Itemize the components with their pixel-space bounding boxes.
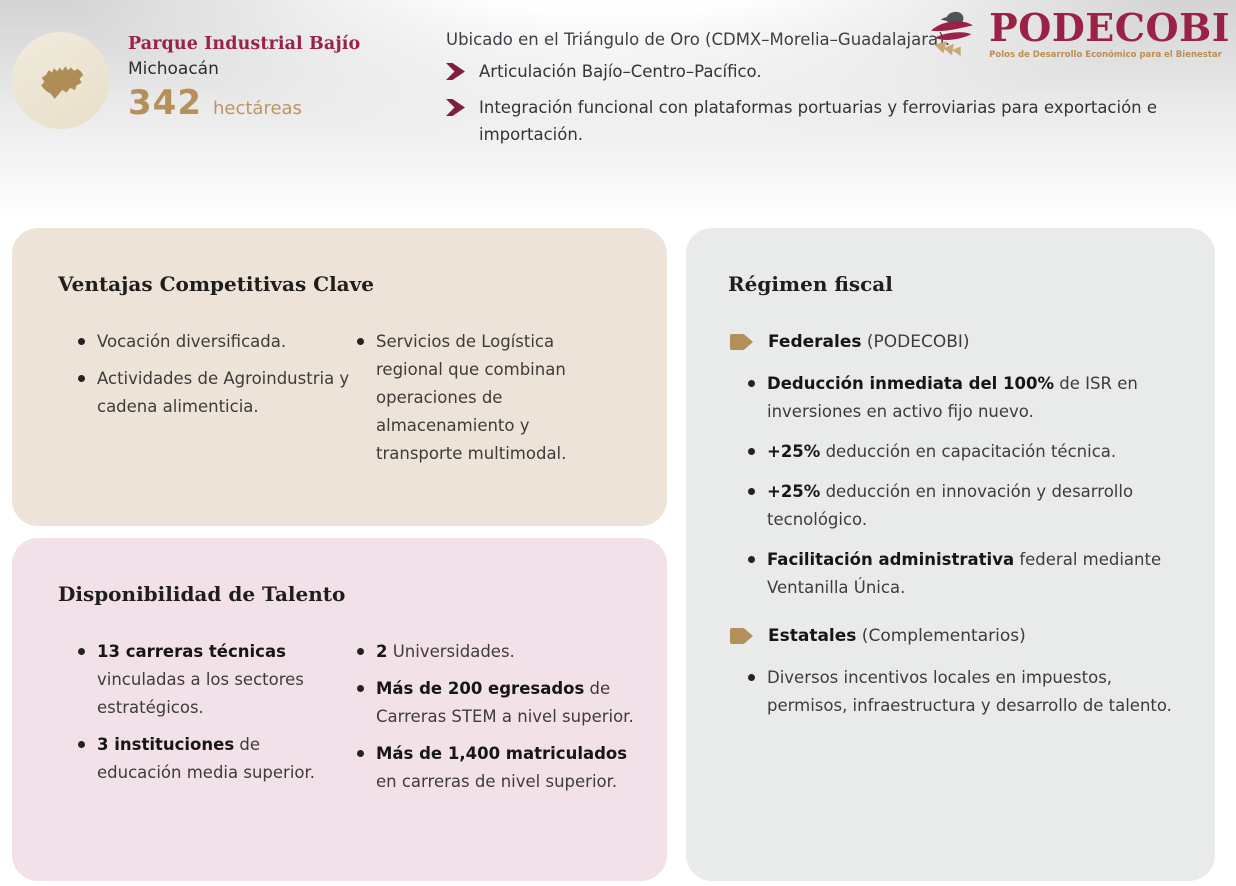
podecobi-logo: PODECOBI Polos de Desarrollo Económico p… xyxy=(924,7,1230,65)
tag-arrow-icon xyxy=(730,628,753,644)
park-state: Michoacán xyxy=(128,59,219,79)
card-title: Ventajas Competitivas Clave xyxy=(58,272,374,296)
bullet-columns: 13 carreras técnicas vinculadas a los se… xyxy=(78,638,667,805)
park-name: Parque Industrial Bajío xyxy=(128,34,361,54)
location-point: Articulación Bajío–Centro–Pacífico. xyxy=(446,58,1216,85)
section-label-text: Estatales (Complementarios) xyxy=(768,626,1026,646)
list-item-text: Deducción inmediata del 100% de ISR en i… xyxy=(767,374,1138,421)
fiscal-section-estatales: Estatales (Complementarios) xyxy=(730,622,1215,650)
list-item: Actividades de Agroindustria y cadena al… xyxy=(78,365,357,421)
list-item: 3 instituciones de educación media super… xyxy=(78,731,357,787)
logo-wordmark: PODECOBI xyxy=(989,5,1230,50)
section-label-text: Federales (PODECOBI) xyxy=(768,332,970,352)
bullet-dot-icon xyxy=(78,741,85,748)
area-unit: hectáreas xyxy=(212,98,302,119)
list-item-text: Diversos incentivos locales en impuestos… xyxy=(767,668,1172,715)
location-point: Integración funcional con plataformas po… xyxy=(446,94,1216,148)
list-item: Servicios de Logística regional que comb… xyxy=(357,328,588,468)
list-item-text: Servicios de Logística regional que comb… xyxy=(376,332,567,463)
chevron-arrow-icon xyxy=(446,99,465,116)
list-item-text: Actividades de Agroindustria y cadena al… xyxy=(97,369,350,416)
fiscal-body: Federales (PODECOBI) Deducción inmediata… xyxy=(730,328,1215,720)
bullet-dot-icon xyxy=(357,685,364,692)
list-item-text: +25% deducción en innovación y desarroll… xyxy=(767,482,1134,529)
list-item: Facilitación administrativa federal medi… xyxy=(748,546,1215,602)
list-item-text: Facilitación administrativa federal medi… xyxy=(767,550,1162,597)
bullet-column: 13 carreras técnicas vinculadas a los se… xyxy=(78,638,357,805)
list-item-text: Más de 200 egresados de Carreras STEM a … xyxy=(376,679,634,726)
podecobi-eagle-icon xyxy=(931,11,974,57)
card-regimen-fiscal: Régimen fiscal Federales (PODECOBI) Dedu… xyxy=(686,228,1215,881)
fiscal-items: Diversos incentivos locales en impuestos… xyxy=(748,664,1215,720)
park-info: Parque Industrial Bajío Michoacán 342 he… xyxy=(128,34,360,123)
area-value: 342 xyxy=(128,83,202,123)
bullet-dot-icon xyxy=(78,375,85,382)
card-title: Disponibilidad de Talento xyxy=(58,582,346,606)
list-item-text: 2 Universidades. xyxy=(376,642,515,661)
location-point-text: Integración funcional con plataformas po… xyxy=(479,98,1158,144)
list-item: Más de 1,400 matriculados en carreras de… xyxy=(357,740,652,796)
chevron-arrow-icon xyxy=(446,63,465,80)
state-avatar xyxy=(12,32,109,129)
header-background xyxy=(0,0,1236,220)
location-point-text: Articulación Bajío–Centro–Pacífico. xyxy=(479,62,762,81)
list-item-text: +25% deducción en capacitación técnica. xyxy=(767,442,1117,461)
list-item: +25% deducción en innovación y desarroll… xyxy=(748,478,1215,534)
card-disponibilidad-talento: Disponibilidad de Talento 13 carreras té… xyxy=(12,538,667,881)
location-block: Ubicado en el Triángulo de Oro (CDMX–Mor… xyxy=(446,30,1216,148)
list-item: 2 Universidades. xyxy=(357,638,652,666)
list-item: +25% deducción en capacitación técnica. xyxy=(748,438,1215,466)
bullet-dot-icon xyxy=(357,750,364,757)
bullet-column: Servicios de Logística regional que comb… xyxy=(357,328,588,477)
list-item: Diversos incentivos locales en impuestos… xyxy=(748,664,1215,720)
bullet-dot-icon xyxy=(357,648,364,655)
bullet-dot-icon xyxy=(748,674,755,681)
list-item: Vocación diversificada. xyxy=(78,328,357,356)
list-item-text: Más de 1,400 matriculados en carreras de… xyxy=(376,744,628,791)
list-item-text: 3 instituciones de educación media super… xyxy=(97,735,316,782)
bullet-dot-icon xyxy=(748,448,755,455)
list-item-text: 13 carreras técnicas vinculadas a los se… xyxy=(97,642,304,717)
bullet-columns: Vocación diversificada. Actividades de A… xyxy=(78,328,667,477)
bullet-dot-icon xyxy=(748,556,755,563)
location-title: Ubicado en el Triángulo de Oro (CDMX–Mor… xyxy=(446,30,951,49)
bullet-dot-icon xyxy=(78,648,85,655)
fiscal-items: Deducción inmediata del 100% de ISR en i… xyxy=(748,370,1215,602)
list-item: 13 carreras técnicas vinculadas a los se… xyxy=(78,638,357,722)
tag-arrow-icon xyxy=(730,334,753,350)
card-title: Régimen fiscal xyxy=(728,272,893,296)
bullet-dot-icon xyxy=(78,338,85,345)
bullet-dot-icon xyxy=(748,380,755,387)
logo-text: PODECOBI Polos de Desarrollo Económico p… xyxy=(989,7,1230,60)
list-item: Más de 200 egresados de Carreras STEM a … xyxy=(357,675,652,731)
list-item: Deducción inmediata del 100% de ISR en i… xyxy=(748,370,1215,426)
card-ventajas-competitivas: Ventajas Competitivas Clave Vocación div… xyxy=(12,228,667,526)
bullet-dot-icon xyxy=(748,488,755,495)
bullet-dot-icon xyxy=(357,338,364,345)
park-area: 342 hectáreas xyxy=(128,83,360,123)
bullet-column: Vocación diversificada. Actividades de A… xyxy=(78,328,357,477)
michoacan-map-icon xyxy=(40,65,83,99)
logo-tagline: Polos de Desarrollo Económico para el Bi… xyxy=(989,49,1222,60)
bullet-column: 2 Universidades. Más de 200 egresados de… xyxy=(357,638,652,805)
list-item-text: Vocación diversificada. xyxy=(97,332,287,351)
fiscal-section-federales: Federales (PODECOBI) xyxy=(730,328,1215,356)
